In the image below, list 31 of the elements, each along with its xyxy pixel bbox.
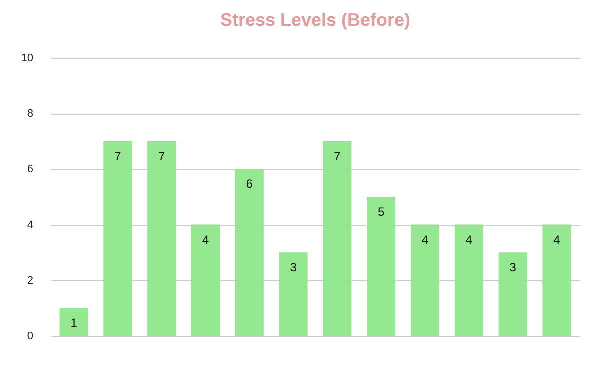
data-label: 7 <box>158 149 166 164</box>
data-label: 4 <box>202 232 210 247</box>
data-label: 1 <box>70 316 78 330</box>
bar <box>498 252 528 336</box>
data-label: 7 <box>114 149 122 164</box>
bar <box>454 224 484 336</box>
data-label: 7 <box>334 149 342 164</box>
data-label: 4 <box>466 232 473 247</box>
bar <box>191 224 220 336</box>
data-label: 3 <box>510 260 517 275</box>
bar <box>279 252 308 336</box>
data-label: 4 <box>422 232 429 247</box>
bar <box>410 224 440 336</box>
y-tick-label: 4 <box>27 219 34 232</box>
data-label: 3 <box>290 260 298 275</box>
y-tick-label: 2 <box>27 274 34 287</box>
bar <box>367 197 396 336</box>
data-label: 5 <box>378 205 386 219</box>
y-tick-label: 8 <box>27 108 34 120</box>
chart-title: Stress Levels (Before) <box>220 10 411 30</box>
data-label: 4 <box>554 232 561 247</box>
bar <box>323 141 352 336</box>
bar <box>60 308 88 336</box>
y-tick-label: 6 <box>27 164 34 176</box>
bar <box>235 169 264 336</box>
y-tick-label: 10 <box>21 52 34 64</box>
y-tick-label: 0 <box>27 330 34 342</box>
bar <box>542 224 572 336</box>
data-label: 6 <box>246 177 254 192</box>
bar <box>104 141 132 336</box>
bar <box>148 141 176 336</box>
